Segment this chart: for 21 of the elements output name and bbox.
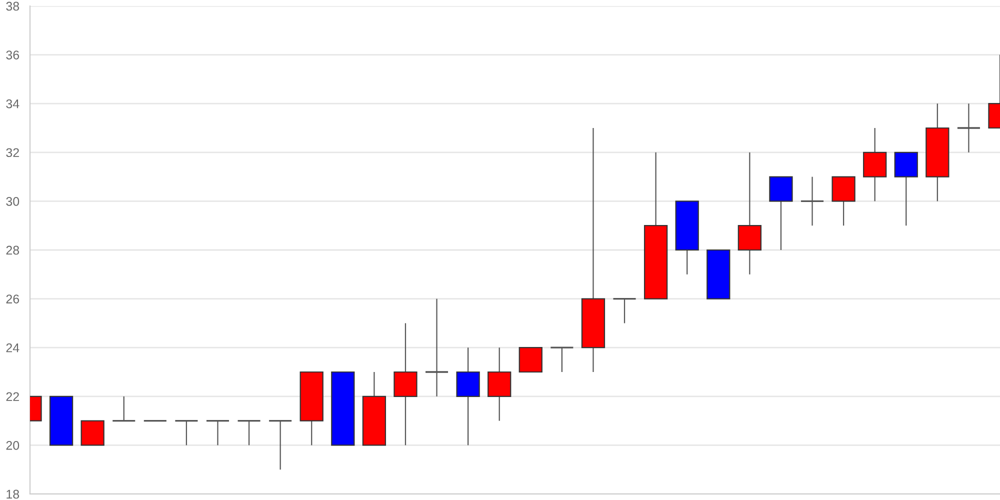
y-tick-label: 24 bbox=[6, 343, 20, 352]
y-tick-label: 20 bbox=[6, 441, 20, 450]
y-tick-label: 34 bbox=[6, 99, 20, 108]
candlestick bbox=[206, 420, 230, 446]
candlestick bbox=[112, 396, 136, 422]
y-tick-label: 18 bbox=[6, 490, 20, 499]
y-tick-label: 26 bbox=[6, 294, 20, 304]
y-tick-label: 38 bbox=[6, 2, 20, 11]
y-tick-label: 30 bbox=[6, 197, 20, 206]
candlestick bbox=[956, 103, 981, 153]
y-tick-label: 28 bbox=[6, 246, 20, 255]
y-tick-label: 32 bbox=[6, 148, 19, 158]
candlestick bbox=[550, 346, 574, 373]
candlestick bbox=[174, 420, 199, 446]
candlestick bbox=[612, 298, 637, 324]
candlestick bbox=[424, 298, 449, 397]
candlestick bbox=[236, 420, 262, 446]
y-tick-label: 22 bbox=[6, 392, 19, 401]
y-tick-label: 36 bbox=[6, 50, 20, 60]
candlestick bbox=[800, 176, 824, 226]
candlestick bbox=[268, 420, 292, 470]
